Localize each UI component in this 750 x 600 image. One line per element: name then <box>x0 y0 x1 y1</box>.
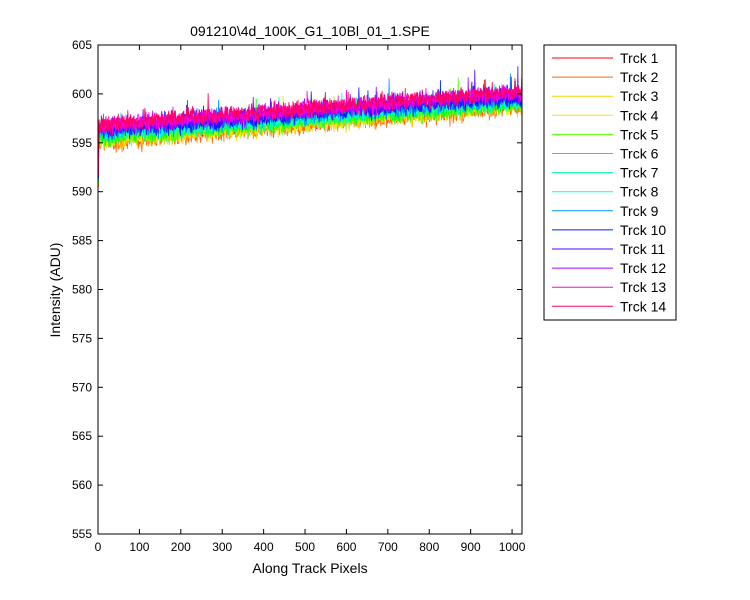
y-tick-label: 595 <box>72 136 92 150</box>
legend-label: Trck 5 <box>620 126 659 142</box>
plot-area: 0 100 200 300 400 500 600 700 800 900 1000 5555605… <box>72 38 526 554</box>
x-axis-ticks: 0 100 200 300 400 500 600 700 800 900 1000 <box>95 45 526 554</box>
chart-title: 091210\4d_100K_G1_10Bl_01_1.SPE <box>190 23 430 39</box>
series-line <box>98 78 522 175</box>
legend-box <box>543 44 677 321</box>
y-tick-label: 580 <box>72 283 92 297</box>
y-axis-label: Intensity (ADU) <box>47 243 63 338</box>
series-layer <box>98 66 522 187</box>
legend-label: Trck 13 <box>620 279 666 295</box>
legend-label: Trck 9 <box>620 203 659 219</box>
x-tick-label: 300 <box>212 540 232 554</box>
x-tick-label: 400 <box>254 540 274 554</box>
y-tick-label: 565 <box>72 429 92 443</box>
legend-label: Trck 8 <box>620 184 659 200</box>
y-tick-label: 600 <box>72 87 92 101</box>
legend-label: Trck 10 <box>620 222 666 238</box>
x-tick-label: 0 <box>95 540 102 554</box>
legend: Trck 1 Trck 2 Trck 3 Trck 4 Trck 5 Trck 6 Trck… <box>543 44 677 321</box>
y-tick-label: 605 <box>72 38 92 52</box>
legend-label: Trck 14 <box>620 298 666 314</box>
legend-label: Trck 2 <box>620 69 659 85</box>
legend-label: Trck 1 <box>620 50 659 66</box>
y-axis-ticks: 555 560 565 570 575 580 585 590 595 600 605 <box>72 38 522 541</box>
x-tick-label: 900 <box>461 540 481 554</box>
legend-label: Trck 11 <box>620 241 665 257</box>
legend-label: Trck 7 <box>620 165 659 181</box>
x-axis-label: Along Track Pixels <box>252 560 367 576</box>
y-tick-label: 585 <box>72 234 92 248</box>
x-tick-label: 800 <box>419 540 439 554</box>
x-tick-label: 100 <box>129 540 149 554</box>
legend-label: Trck 6 <box>620 146 659 162</box>
x-tick-label: 1000 <box>499 540 526 554</box>
legend-label: Trck 12 <box>620 260 666 276</box>
x-tick-label: 200 <box>171 540 191 554</box>
y-tick-label: 560 <box>72 478 92 492</box>
y-tick-label: 575 <box>72 331 92 345</box>
legend-items: Trck 1 Trck 2 Trck 3 Trck 4 Trck 5 Trck 6 Trck… <box>552 50 666 314</box>
legend-label: Trck 4 <box>620 107 659 123</box>
x-tick-label: 700 <box>378 540 398 554</box>
x-tick-label: 500 <box>295 540 315 554</box>
y-tick-label: 555 <box>72 527 92 541</box>
legend-label: Trck 3 <box>620 88 659 104</box>
y-tick-label: 590 <box>72 185 92 199</box>
y-tick-label: 570 <box>72 380 92 394</box>
x-tick-label: 600 <box>336 540 356 554</box>
